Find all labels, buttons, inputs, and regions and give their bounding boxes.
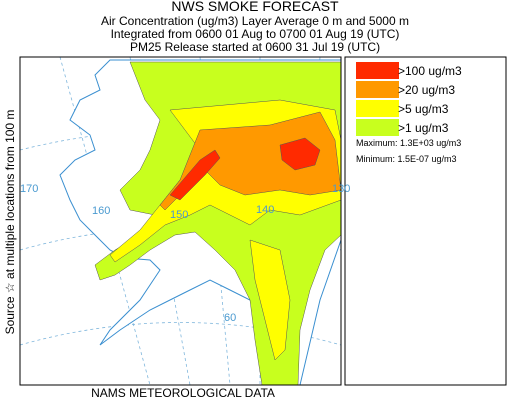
legend-label: >5 ug/m3 — [398, 102, 449, 116]
graticule-label: 150 — [170, 209, 188, 221]
legend-frame — [344, 56, 507, 386]
footer: NAMS METEOROLOGICAL DATA — [91, 386, 275, 400]
smoke-gt100 — [279, 137, 321, 171]
legend-swatch — [356, 100, 399, 117]
side-label: Source ☆ at multiple locations from 100 … — [3, 110, 17, 335]
legend-swatch — [356, 81, 399, 98]
map — [19, 56, 342, 386]
legend-swatch — [356, 62, 399, 79]
map-frame — [19, 56, 342, 386]
subtitle: Air Concentration (ug/m3) Layer Average … — [101, 14, 409, 28]
legend-label: >1 ug/m3 — [398, 121, 449, 135]
smoke-gt100 — [169, 149, 221, 201]
graticule-label: 140 — [256, 204, 274, 216]
smoke-gt20 — [159, 111, 341, 211]
graticule-label: 60 — [224, 312, 236, 324]
legend-label: >20 ug/m3 — [398, 83, 455, 97]
subtitle: PM25 Release started at 0600 31 Jul 19 (… — [130, 40, 380, 54]
subtitle: Integrated from 0600 01 Aug to 0700 01 A… — [111, 27, 400, 41]
legend-swatch — [356, 119, 399, 136]
graticule-label: 130 — [332, 183, 350, 195]
title: NWS SMOKE FORECAST — [171, 0, 339, 14]
legend-maximum: Maximum: 1.3E+03 ug/m3 — [356, 138, 461, 148]
graticule-label: 170 — [20, 183, 38, 195]
legend-label: >100 ug/m3 — [398, 64, 462, 78]
smoke-gt5 — [249, 239, 291, 361]
graticule-label: 160 — [92, 205, 110, 217]
legend-minimum: Minimum: 1.5E-07 ug/m3 — [356, 154, 457, 164]
